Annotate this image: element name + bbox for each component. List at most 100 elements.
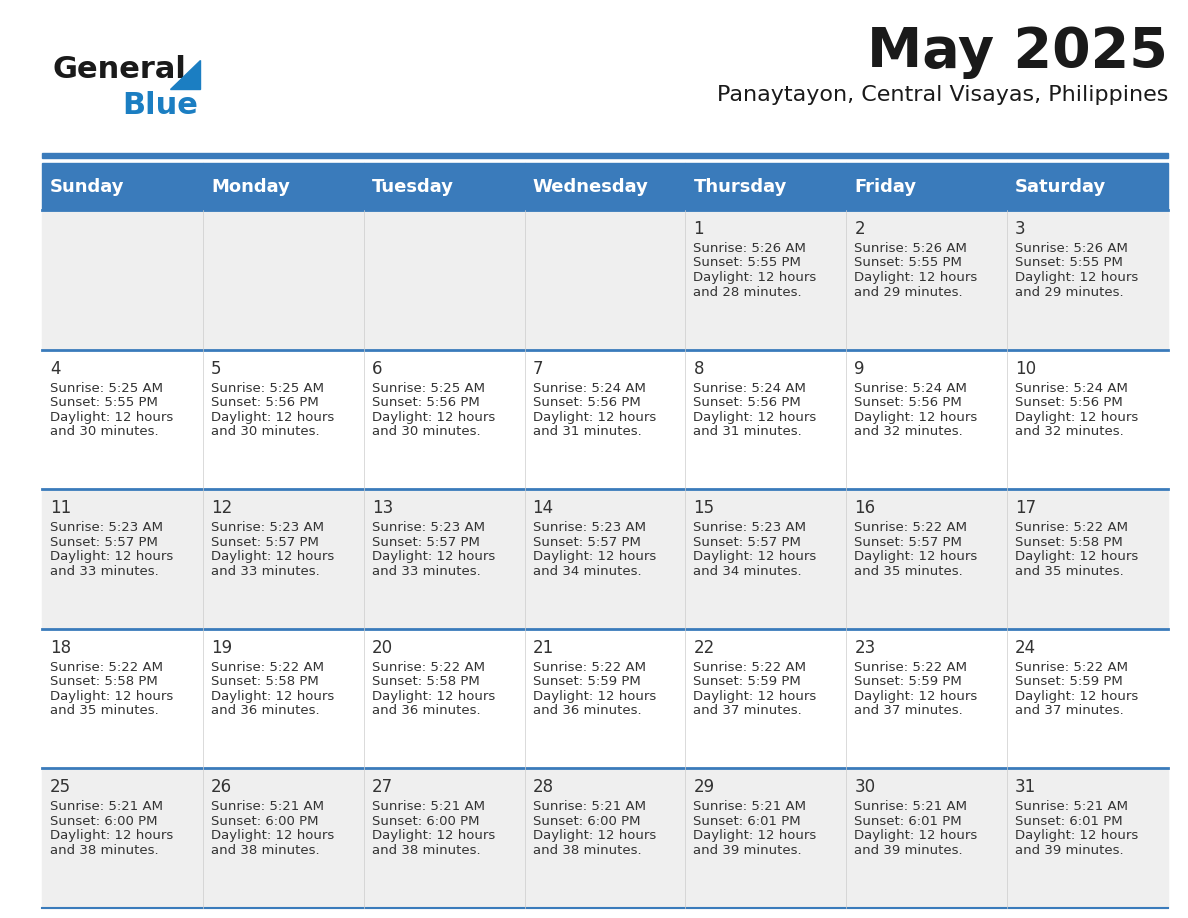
Text: Daylight: 12 hours: Daylight: 12 hours xyxy=(854,271,978,284)
Bar xyxy=(846,768,1007,908)
Bar xyxy=(364,350,525,489)
Text: Daylight: 12 hours: Daylight: 12 hours xyxy=(694,829,816,843)
Text: Sunrise: 5:22 AM: Sunrise: 5:22 AM xyxy=(1016,521,1129,534)
Text: Sunday: Sunday xyxy=(50,177,125,196)
Text: and 36 minutes.: and 36 minutes. xyxy=(211,704,320,717)
Text: Daylight: 12 hours: Daylight: 12 hours xyxy=(211,829,334,843)
Text: Sunrise: 5:25 AM: Sunrise: 5:25 AM xyxy=(50,382,163,395)
Bar xyxy=(42,163,203,210)
Text: Saturday: Saturday xyxy=(1016,177,1106,196)
Text: Daylight: 12 hours: Daylight: 12 hours xyxy=(372,410,495,423)
Text: 27: 27 xyxy=(372,778,393,797)
Text: Sunrise: 5:26 AM: Sunrise: 5:26 AM xyxy=(694,242,807,255)
Text: Sunset: 5:58 PM: Sunset: 5:58 PM xyxy=(1016,536,1123,549)
Text: 6: 6 xyxy=(372,360,383,377)
Bar xyxy=(203,163,364,210)
Text: 1: 1 xyxy=(694,220,704,238)
Text: Daylight: 12 hours: Daylight: 12 hours xyxy=(372,689,495,703)
Text: Sunrise: 5:22 AM: Sunrise: 5:22 AM xyxy=(50,661,163,674)
Bar xyxy=(685,629,846,768)
Text: Sunrise: 5:25 AM: Sunrise: 5:25 AM xyxy=(211,382,324,395)
Text: Daylight: 12 hours: Daylight: 12 hours xyxy=(1016,271,1138,284)
Text: Sunrise: 5:25 AM: Sunrise: 5:25 AM xyxy=(372,382,485,395)
Text: Daylight: 12 hours: Daylight: 12 hours xyxy=(50,410,173,423)
Text: Daylight: 12 hours: Daylight: 12 hours xyxy=(532,689,656,703)
Text: 16: 16 xyxy=(854,499,876,517)
Text: Sunrise: 5:22 AM: Sunrise: 5:22 AM xyxy=(532,661,645,674)
Text: Sunset: 5:57 PM: Sunset: 5:57 PM xyxy=(372,536,480,549)
Text: Sunset: 5:55 PM: Sunset: 5:55 PM xyxy=(854,256,962,270)
Text: Sunset: 5:56 PM: Sunset: 5:56 PM xyxy=(211,396,318,409)
Bar xyxy=(364,768,525,908)
Text: 7: 7 xyxy=(532,360,543,377)
Text: and 30 minutes.: and 30 minutes. xyxy=(50,425,159,438)
Text: 17: 17 xyxy=(1016,499,1036,517)
Text: Sunrise: 5:24 AM: Sunrise: 5:24 AM xyxy=(694,382,807,395)
Text: Sunrise: 5:23 AM: Sunrise: 5:23 AM xyxy=(372,521,485,534)
Text: Blue: Blue xyxy=(122,91,198,120)
Text: Daylight: 12 hours: Daylight: 12 hours xyxy=(211,550,334,564)
Text: Sunset: 5:59 PM: Sunset: 5:59 PM xyxy=(532,676,640,688)
Text: Sunrise: 5:22 AM: Sunrise: 5:22 AM xyxy=(854,521,967,534)
Bar xyxy=(525,629,685,768)
Text: and 37 minutes.: and 37 minutes. xyxy=(694,704,802,717)
Text: Tuesday: Tuesday xyxy=(372,177,454,196)
Bar xyxy=(364,210,525,350)
Text: Sunset: 6:00 PM: Sunset: 6:00 PM xyxy=(532,815,640,828)
Text: and 38 minutes.: and 38 minutes. xyxy=(211,844,320,856)
Text: 12: 12 xyxy=(211,499,232,517)
Text: Sunrise: 5:21 AM: Sunrise: 5:21 AM xyxy=(1016,800,1129,813)
Bar xyxy=(525,489,685,629)
Text: and 38 minutes.: and 38 minutes. xyxy=(50,844,159,856)
Text: and 31 minutes.: and 31 minutes. xyxy=(694,425,802,438)
Text: and 34 minutes.: and 34 minutes. xyxy=(694,565,802,577)
Text: Sunset: 6:01 PM: Sunset: 6:01 PM xyxy=(854,815,962,828)
Text: 10: 10 xyxy=(1016,360,1036,377)
Text: Daylight: 12 hours: Daylight: 12 hours xyxy=(1016,550,1138,564)
Bar xyxy=(203,489,364,629)
Text: Sunset: 5:55 PM: Sunset: 5:55 PM xyxy=(50,396,158,409)
Bar xyxy=(685,350,846,489)
Text: Daylight: 12 hours: Daylight: 12 hours xyxy=(532,410,656,423)
Text: and 30 minutes.: and 30 minutes. xyxy=(372,425,480,438)
Text: Sunset: 5:56 PM: Sunset: 5:56 PM xyxy=(372,396,480,409)
Text: Sunrise: 5:22 AM: Sunrise: 5:22 AM xyxy=(211,661,324,674)
Text: Sunset: 5:55 PM: Sunset: 5:55 PM xyxy=(694,256,802,270)
Text: Sunset: 5:56 PM: Sunset: 5:56 PM xyxy=(694,396,801,409)
Text: Sunset: 5:57 PM: Sunset: 5:57 PM xyxy=(532,536,640,549)
Text: Sunset: 5:58 PM: Sunset: 5:58 PM xyxy=(211,676,318,688)
Text: Sunset: 5:56 PM: Sunset: 5:56 PM xyxy=(854,396,962,409)
Text: and 36 minutes.: and 36 minutes. xyxy=(372,704,480,717)
Text: Sunrise: 5:24 AM: Sunrise: 5:24 AM xyxy=(532,382,645,395)
Text: Daylight: 12 hours: Daylight: 12 hours xyxy=(854,410,978,423)
Text: and 35 minutes.: and 35 minutes. xyxy=(854,565,963,577)
Text: 18: 18 xyxy=(50,639,71,656)
Bar xyxy=(685,210,846,350)
Text: and 36 minutes.: and 36 minutes. xyxy=(532,704,642,717)
Bar xyxy=(42,153,1168,158)
Text: and 31 minutes.: and 31 minutes. xyxy=(532,425,642,438)
Text: and 33 minutes.: and 33 minutes. xyxy=(50,565,159,577)
Bar xyxy=(203,210,364,350)
Text: and 32 minutes.: and 32 minutes. xyxy=(854,425,963,438)
Bar xyxy=(42,350,203,489)
Text: Sunset: 5:59 PM: Sunset: 5:59 PM xyxy=(854,676,962,688)
Text: Sunset: 6:00 PM: Sunset: 6:00 PM xyxy=(50,815,158,828)
Text: Sunrise: 5:21 AM: Sunrise: 5:21 AM xyxy=(532,800,645,813)
Text: and 39 minutes.: and 39 minutes. xyxy=(694,844,802,856)
Bar xyxy=(846,629,1007,768)
Text: 20: 20 xyxy=(372,639,393,656)
Text: Daylight: 12 hours: Daylight: 12 hours xyxy=(854,689,978,703)
Text: Sunrise: 5:21 AM: Sunrise: 5:21 AM xyxy=(372,800,485,813)
Text: Daylight: 12 hours: Daylight: 12 hours xyxy=(694,689,816,703)
Text: Sunrise: 5:21 AM: Sunrise: 5:21 AM xyxy=(854,800,967,813)
Text: 14: 14 xyxy=(532,499,554,517)
Text: Sunset: 5:58 PM: Sunset: 5:58 PM xyxy=(50,676,158,688)
Text: Sunrise: 5:23 AM: Sunrise: 5:23 AM xyxy=(532,521,645,534)
Text: and 38 minutes.: and 38 minutes. xyxy=(532,844,642,856)
Text: and 34 minutes.: and 34 minutes. xyxy=(532,565,642,577)
Text: Sunrise: 5:21 AM: Sunrise: 5:21 AM xyxy=(50,800,163,813)
Bar xyxy=(364,489,525,629)
Text: Sunrise: 5:24 AM: Sunrise: 5:24 AM xyxy=(1016,382,1129,395)
Text: Daylight: 12 hours: Daylight: 12 hours xyxy=(854,550,978,564)
